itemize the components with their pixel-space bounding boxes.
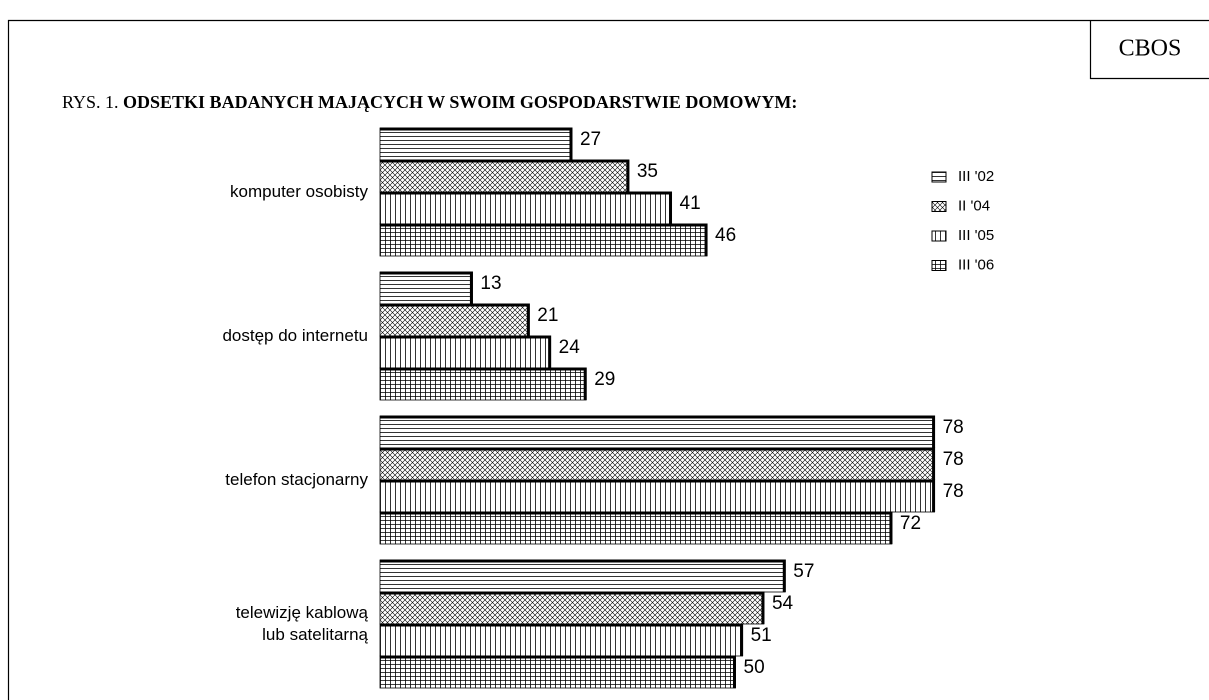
page-border: [7, 19, 1209, 700]
legend-label: III '05: [958, 227, 994, 244]
bar: [379, 591, 765, 625]
bar: [379, 511, 893, 545]
value-label: 78: [943, 449, 964, 470]
legend-swatch: [931, 230, 947, 242]
chart-title: RYS. 1. ODSETKI BADANYCH MAJĄCYCH W SWOI…: [62, 92, 797, 112]
bar: [379, 479, 935, 513]
bar: [379, 447, 935, 481]
legend-label: III '02: [958, 168, 994, 185]
value-label: 57: [793, 561, 814, 582]
value-label: 24: [559, 337, 581, 358]
bar: [379, 623, 744, 657]
category-label: komputer osobisty: [230, 182, 368, 201]
bar-edge: [380, 591, 765, 624]
bar: [379, 271, 473, 305]
category-label: dostęp do internetu: [222, 326, 368, 345]
value-label: 27: [580, 129, 601, 150]
bar: [379, 559, 786, 593]
source-box: [1089, 20, 1209, 80]
bar: [379, 303, 530, 337]
bar: [379, 335, 552, 369]
legend-label: II '04: [958, 197, 990, 214]
value-label: 51: [751, 625, 772, 646]
bar-edge: [380, 367, 587, 400]
value-label: 46: [715, 225, 736, 246]
bar-edge: [380, 335, 552, 368]
bar: [379, 191, 672, 225]
bar-edge: [380, 559, 786, 592]
legend-label: III '06: [958, 256, 994, 273]
value-label: 41: [680, 193, 701, 214]
bar-edge: [380, 191, 673, 224]
bar-edge: [380, 447, 936, 480]
bar: [379, 415, 935, 449]
value-label: 78: [943, 417, 964, 438]
legend-swatch: [931, 171, 947, 183]
value-label: 35: [637, 161, 658, 182]
bar-edge: [380, 303, 530, 336]
bar: [379, 367, 587, 401]
bar-edge: [380, 511, 893, 544]
legend-swatch: [931, 201, 947, 212]
bar: [379, 159, 630, 193]
bar-edge: [380, 223, 708, 256]
legend-swatch: [931, 260, 947, 271]
bar-edge: [380, 127, 573, 160]
bar-edge: [380, 271, 473, 304]
value-label: 13: [480, 273, 501, 294]
bar-edge: [380, 655, 736, 688]
value-label: 21: [537, 305, 558, 326]
title-text: ODSETKI BADANYCH MAJĄCYCH W SWOIM GOSPOD…: [123, 92, 797, 112]
bar-edge: [380, 159, 630, 192]
bar: [379, 655, 736, 689]
bar: [379, 127, 573, 161]
category-label: telefon stacjonarny: [225, 470, 368, 489]
figure-label: RYS. 1.: [62, 92, 119, 112]
category-label: telewizję kablową lub satelitarną: [235, 603, 368, 644]
value-label: 72: [900, 513, 921, 534]
bar-edge: [380, 623, 744, 656]
bar-edge: [380, 415, 936, 448]
source: CBOS: [1119, 36, 1182, 62]
bar: [379, 223, 708, 257]
bar-edge: [380, 479, 936, 512]
value-label: 54: [772, 593, 794, 614]
value-label: 50: [744, 657, 765, 678]
value-label: 78: [943, 481, 964, 502]
value-label: 29: [594, 369, 615, 390]
